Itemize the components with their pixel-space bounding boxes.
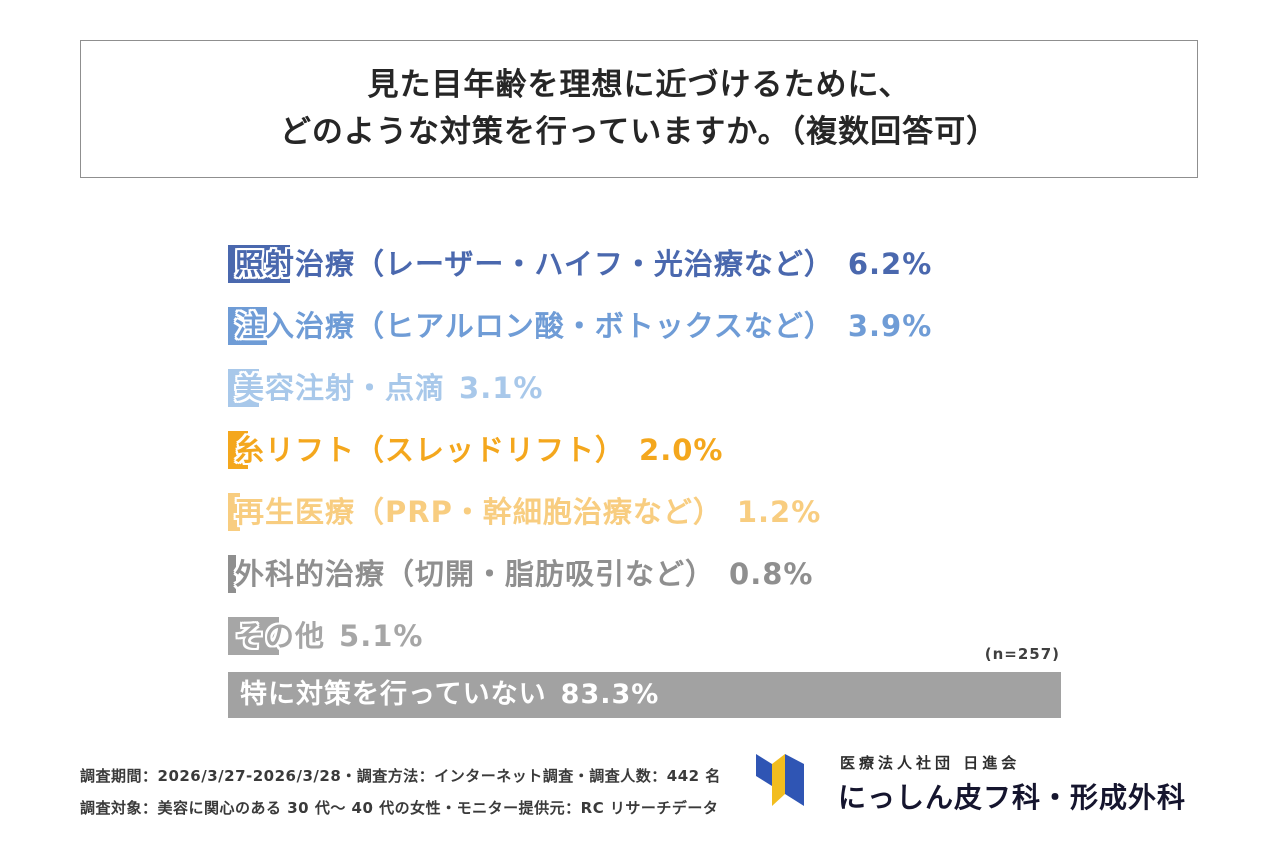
sample-size-label: (n=257) <box>984 645 1060 663</box>
bar-category: 注入治療（ヒアルロン酸・ボトックスなど） <box>235 309 834 343</box>
bar-value: 6.2% <box>847 247 933 281</box>
bar-segment <box>228 617 279 655</box>
bar-category: その他 <box>235 619 326 653</box>
survey-note-line-2: 調査対象：美容に関心のある 30 代〜 40 代の女性・モニター提供元：RC リ… <box>80 799 719 817</box>
survey-note-line-1: 調査期間：2026/3/27-2026/3/28・調査方法：インターネット調査・… <box>80 767 721 785</box>
chart-title-line-1: 見た目年齢を理想に近づけるために、 <box>367 67 911 103</box>
clinic-logo: 医療法人社団 日進会 にっしん皮フ科・形成外科 <box>752 746 1222 826</box>
bar-segment <box>228 369 259 407</box>
bar-segment <box>228 555 236 593</box>
chart-title-line-2: どのような対策を行っていますか。（複数回答可） <box>279 114 999 150</box>
bar-segment <box>228 431 248 469</box>
bar-segment <box>228 245 290 283</box>
bar-value: 83.3% <box>560 679 660 710</box>
bar-segment <box>228 307 267 345</box>
bar-category: 照射治療（レーザー・ハイフ・光治療など） <box>235 247 834 281</box>
bar-segment <box>228 672 1061 718</box>
bar-segment <box>228 493 240 531</box>
bar-value: 0.8% <box>729 557 814 591</box>
bar-label: 再生医療（PRP・幹細胞治療など） 1.2% <box>235 493 821 531</box>
clinic-org-name: 医療法人社団 日進会 <box>840 754 1021 772</box>
bar-value: 1.2% <box>736 495 822 529</box>
bar-category: 特に対策を行っていない <box>240 679 547 710</box>
bar-label: 美容注射・点滴 3.1% <box>235 369 543 407</box>
bar-label: 照射治療（レーザー・ハイフ・光治療など） 6.2% <box>235 245 932 283</box>
bar-category: 糸リフト（スレッドリフト） <box>235 433 626 467</box>
bar-label: 注入治療（ヒアルロン酸・ボトックスなど） 3.9% <box>235 307 932 345</box>
bar-value: 2.0% <box>639 433 724 467</box>
bar-label: 特に対策を行っていない 83.3% <box>240 672 659 718</box>
clinic-name: にっしん皮フ科・形成外科 <box>838 781 1187 814</box>
bar-category: 外科的治療（切開・脂肪吸引など） <box>235 557 716 591</box>
bar-category: 美容注射・点滴 <box>235 371 446 405</box>
bar-value: 3.9% <box>847 309 933 343</box>
bar-label: 糸リフト（スレッドリフト） 2.0% <box>235 431 723 469</box>
bar-category: 再生医療（PRP・幹細胞治療など） <box>235 495 723 529</box>
clinic-logo-mark-icon <box>756 754 804 806</box>
bar-label: 外科的治療（切開・脂肪吸引など） 0.8% <box>235 555 813 593</box>
bar-label: その他 5.1% <box>235 617 423 655</box>
bar-value: 3.1% <box>459 371 544 405</box>
bar-value: 5.1% <box>339 619 424 653</box>
chart-title-box: 見た目年齢を理想に近づけるために、 どのような対策を行っていますか。（複数回答可… <box>80 40 1198 178</box>
